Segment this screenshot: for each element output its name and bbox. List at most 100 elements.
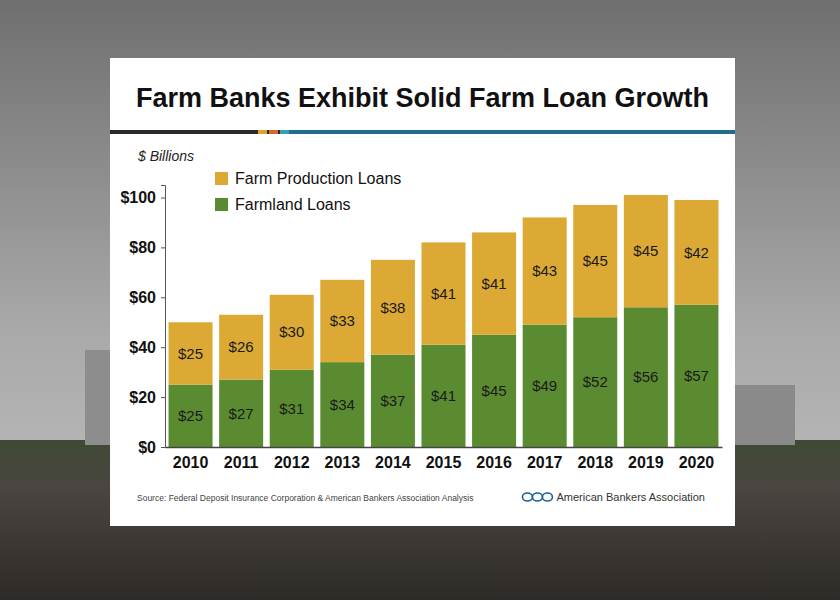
legend-swatch <box>215 172 228 185</box>
data-label: $41 <box>482 275 507 292</box>
tick-mark <box>161 197 165 198</box>
data-label: $42 <box>684 244 709 261</box>
tick: 2015 <box>426 454 462 471</box>
tick-mark <box>161 397 165 398</box>
bar <box>472 232 516 334</box>
tick: 2012 <box>274 454 310 471</box>
tick: 2019 <box>628 454 664 471</box>
axis-line <box>161 186 166 448</box>
bar <box>270 370 314 447</box>
title-rule-accent <box>258 130 267 134</box>
tick: $20 <box>129 389 165 406</box>
tick: 2017 <box>527 454 563 471</box>
bar <box>169 385 213 447</box>
tick: $60 <box>129 289 165 306</box>
tick-label: $40 <box>129 339 156 356</box>
tick-mark <box>161 347 165 348</box>
tick-label: $80 <box>129 239 156 256</box>
chart: Farm Banks Exhibit Solid Farm Loan Growt… <box>0 0 840 600</box>
tick-label: 2014 <box>375 454 411 471</box>
title: Farm Banks Exhibit Solid Farm Loan Growt… <box>136 83 709 113</box>
tick-mark <box>161 247 165 248</box>
axis-line <box>166 447 723 449</box>
tick: $80 <box>129 239 165 256</box>
data-labels: $25$27$31$34$37$41$45$49$52$56$57$25$26$… <box>178 242 709 424</box>
tick-mark <box>161 297 165 298</box>
bar <box>624 307 668 447</box>
legend-swatch <box>215 198 228 211</box>
tick-label: $20 <box>129 389 156 406</box>
y-axis: $0 $20 $40 $60 $80 $100 <box>120 186 165 456</box>
tick-label: 2019 <box>628 454 664 471</box>
data-label: $34 <box>330 396 355 413</box>
data-label: $30 <box>279 323 304 340</box>
source-note: Source: Federal Deposit Insurance Corpor… <box>137 493 473 503</box>
bar <box>320 362 364 447</box>
logo-loop <box>522 493 532 501</box>
bar <box>573 317 617 447</box>
title-rule-accent <box>289 130 735 134</box>
tick-label: 2018 <box>577 454 613 471</box>
tick-label: 2015 <box>426 454 462 471</box>
bar <box>219 380 263 447</box>
bar <box>320 280 364 362</box>
data-label: $52 <box>583 373 608 390</box>
data-label: $27 <box>229 405 254 422</box>
data-label: $45 <box>633 242 658 259</box>
data-label: $25 <box>178 345 203 362</box>
legend-label: Farm Production Loans <box>235 170 401 187</box>
bar <box>523 325 567 447</box>
bar <box>624 195 668 307</box>
title-rule-accent <box>269 130 278 134</box>
tick: $0 <box>138 439 165 456</box>
data-label: $57 <box>684 367 709 384</box>
data-label: $56 <box>633 368 658 385</box>
legend-label: Farmland Loans <box>235 196 351 213</box>
tick-label: 2012 <box>274 454 310 471</box>
tick: 2018 <box>577 454 613 471</box>
data-label: $37 <box>380 392 405 409</box>
data-label: $26 <box>229 338 254 355</box>
tick-label: $0 <box>138 439 156 456</box>
branding: American Bankers Association <box>556 491 705 503</box>
title-rule-accent <box>280 130 289 134</box>
x-axis: 2010 2011 2012 2013 2014 2015 2016 2017 2018 2019… <box>166 448 723 472</box>
data-label: $25 <box>178 407 203 424</box>
tick: 2016 <box>476 454 512 471</box>
background-sky <box>0 0 840 600</box>
tick-label: 2010 <box>173 454 209 471</box>
logo <box>522 493 552 501</box>
data-label: $38 <box>380 299 405 316</box>
tick: 2014 <box>375 454 411 471</box>
tick-label: 2020 <box>679 454 715 471</box>
data-label: $43 <box>532 262 557 279</box>
tick-label: 2017 <box>527 454 563 471</box>
bar <box>674 305 718 447</box>
tick: 2013 <box>325 454 361 471</box>
tick-label: 2013 <box>325 454 361 471</box>
bar <box>472 335 516 447</box>
tick-label: $100 <box>120 189 156 206</box>
data-label: $41 <box>431 285 456 302</box>
tick-label: 2016 <box>476 454 512 471</box>
tick: $40 <box>129 339 165 356</box>
bar <box>674 200 718 305</box>
panel <box>110 58 735 526</box>
bar <box>219 315 263 380</box>
tick: 2020 <box>679 454 715 471</box>
tick-label: 2011 <box>224 454 259 471</box>
bar <box>371 355 415 447</box>
tick-label: $60 <box>129 289 156 306</box>
data-label: $31 <box>279 400 304 417</box>
plot-area <box>169 195 719 447</box>
bar <box>371 260 415 355</box>
logo-loop <box>532 493 542 501</box>
bar <box>523 217 567 324</box>
tick-mark <box>161 447 165 448</box>
tick: 2011 <box>224 454 259 471</box>
legend: Farm Production Loans Farmland Loans <box>215 170 401 213</box>
bar <box>573 205 617 317</box>
tick: 2010 <box>173 454 209 471</box>
bar <box>169 322 213 384</box>
data-label: $33 <box>330 312 355 329</box>
